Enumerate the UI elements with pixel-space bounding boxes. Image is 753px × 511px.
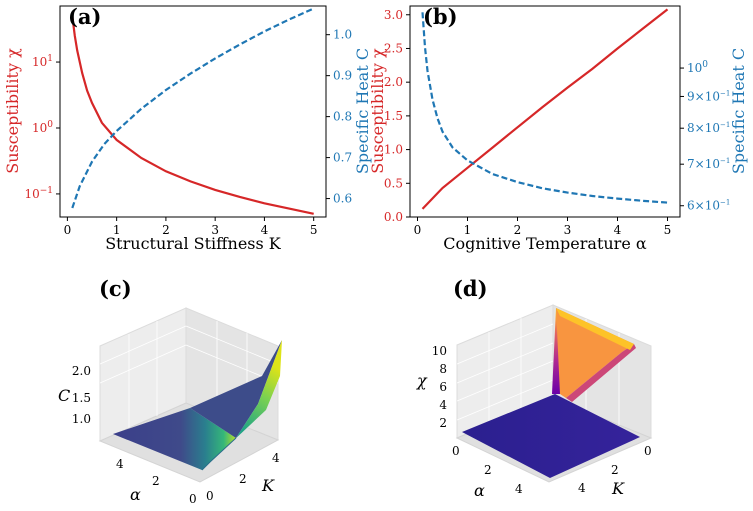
panel-a: 0 1 2 3 4 5 101 100 10−1 0.6 0.7 0.8 0.9 1.0 (a) Stru…: [3, 4, 372, 253]
panel-c-alpha-tick-0: 4: [116, 457, 124, 471]
panel-b-left-tick-label: 2.5: [384, 41, 403, 55]
panel-a-left-tick-label: 10−1: [24, 186, 53, 201]
panel-d-z-label: χ: [416, 371, 428, 390]
panel-d-z-tick-0: 2: [439, 416, 447, 430]
panel-c-k-tick-1: 2: [239, 472, 247, 486]
panel-d-alpha-tick-2: 4: [515, 482, 523, 496]
panel-a-right-y-label: Specific Heat C: [353, 48, 372, 174]
panel-d-spike-top: [556, 308, 634, 350]
panel-a-x-tick-label: 3: [211, 223, 219, 237]
panel-c-label: (c): [99, 276, 132, 301]
panel-a-axes-frame: [59, 5, 327, 218]
panel-a-x-label: Structural Stiffness K: [105, 234, 282, 253]
panel-b-right-tick-label: 9×10−1: [687, 89, 730, 103]
panel-c-z-tick-2: 2.0: [72, 364, 91, 378]
panel-a-right-tick-label: 0.9: [333, 69, 352, 83]
panel-b-left-tick-label: 0.0: [384, 210, 403, 224]
panel-d-surface-flat: [462, 394, 640, 478]
panel-b-left-tick-label: 3.0: [384, 8, 403, 22]
panel-d-spike-fan: [556, 308, 634, 398]
panel-b-left-tick-label: 0.5: [384, 176, 403, 190]
panel-b-series-c: [421, 12, 668, 204]
panel-d-k-tick-0: 4: [578, 481, 586, 495]
panel-b-x-tick-label: 5: [664, 223, 672, 237]
panel-b: 0 1 2 3 4 5 0.0 0.5 1.0 1.5 2.0 2.5 3.0 6×10−1 7×10−1 8…: [368, 4, 748, 253]
panel-c-surface-back: [190, 340, 282, 438]
panel-c-z-tick-1: 1.5: [72, 391, 91, 405]
panel-d-z-tick-1: 4: [439, 398, 447, 412]
panel-b-x-tick-label: 0: [414, 223, 422, 237]
panel-d-k-tick-1: 2: [611, 463, 619, 477]
panel-a-x-tick-label: 2: [162, 223, 170, 237]
panel-a-label: (a): [68, 4, 101, 29]
panel-d-z-tick-2: 6: [439, 380, 447, 394]
panel-a-x-tick-label: 0: [64, 223, 72, 237]
panel-d-k-label: K: [611, 479, 625, 498]
panel-d-label: (d): [453, 276, 488, 301]
panel-a-x-tick-label: 1: [113, 223, 121, 237]
panel-b-right-tick-label: 7×10−1: [687, 157, 730, 171]
panel-a-series-chi: [71, 15, 314, 215]
panel-a-x-tick-label: 5: [310, 223, 318, 237]
panel-a-right-tick-label: 0.7: [333, 151, 352, 165]
panel-c-alpha-label: α: [130, 485, 141, 504]
panel-b-left-tick-label: 2.0: [384, 75, 403, 89]
panel-a-x-tick-label: 4: [261, 223, 269, 237]
panel-c-z-label: C: [58, 386, 70, 405]
panel-d-alpha-tick-1: 2: [484, 463, 492, 477]
panel-b-right-tick-label: 100: [687, 60, 708, 75]
panel-c: (c) 2.0 1.5 1.0 C 4 2 0 α 0 2 4 K: [58, 276, 282, 506]
panel-a-right-tick-label: 0.8: [333, 110, 352, 124]
panel-b-x-label: Cognitive Temperature α: [443, 234, 647, 253]
panel-b-left-tick-label: 1.0: [384, 143, 403, 157]
panel-c-surface-ramp: [202, 340, 282, 470]
panel-d-z-tick-3: 8: [439, 362, 447, 376]
panel-d-spike-fan-low: [560, 344, 636, 402]
panel-c-alpha-tick-2: 0: [189, 492, 197, 506]
panel-c-surface-flat: [113, 408, 236, 470]
panel-b-left-y-label: Susceptibility χ: [368, 48, 387, 174]
panel-b-x-tick-label: 4: [614, 223, 622, 237]
panel-b-x-tick-label: 2: [514, 223, 522, 237]
panel-a-series-c: [71, 7, 315, 209]
panel-d-alpha-label: α: [474, 481, 485, 500]
panel-d-z-tick-4: 10: [432, 344, 447, 358]
panel-c-z-tick-0: 1.0: [72, 412, 91, 426]
panel-a-left-tick-label: 100: [32, 120, 53, 135]
panel-d: (d) 10 8 6 4 2 χ 0 2 4 α 4 2 0 K: [416, 276, 653, 500]
panel-c-surface-edge: [201, 437, 237, 471]
panel-b-left-tick-label: 1.5: [384, 109, 403, 123]
panel-b-right-y-label: Specific Heat C: [729, 48, 748, 174]
panel-c-alpha-tick-1: 2: [152, 474, 160, 488]
panel-b-axes-frame: [409, 5, 681, 218]
panel-a-right-tick-label: 0.6: [333, 192, 352, 206]
panel-c-k-tick-0: 0: [206, 489, 214, 503]
panel-a-left-y-label: Susceptibility χ: [3, 48, 22, 174]
panel-b-right-tick-label: 8×10−1: [687, 121, 730, 135]
panel-b-series-chi: [421, 8, 669, 210]
panel-b-label: (b): [423, 4, 458, 29]
panel-b-x-tick-label: 1: [464, 223, 472, 237]
panel-b-right-tick-label: 6×10−1: [687, 199, 730, 213]
panel-c-k-label: K: [261, 476, 275, 495]
panel-d-k-tick-2: 0: [644, 444, 652, 458]
panel-c-k-tick-2: 4: [272, 451, 280, 465]
panel-a-left-tick-label: 101: [32, 54, 53, 69]
panel-d-alpha-tick-0: 0: [452, 444, 460, 458]
panel-a-right-tick-label: 1.0: [333, 28, 352, 42]
panel-b-x-tick-label: 3: [564, 223, 572, 237]
